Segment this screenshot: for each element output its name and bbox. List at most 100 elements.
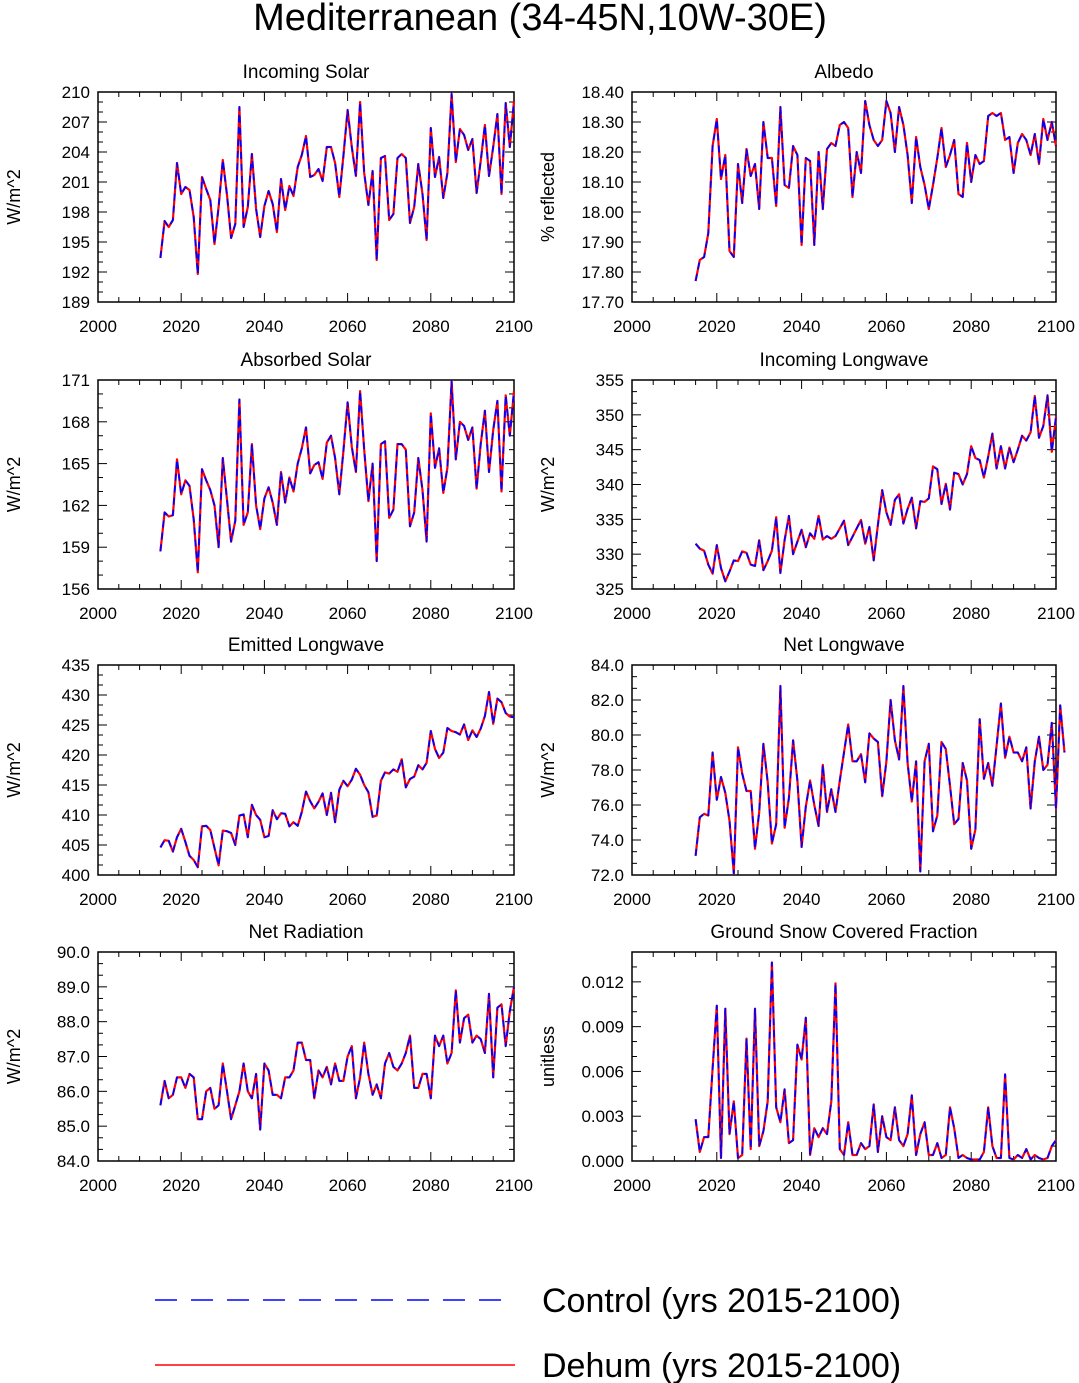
y-tick-label: 156	[62, 580, 90, 599]
y-tick-label: 0.012	[581, 973, 624, 992]
panel-incoming-solar: Incoming Solar W/m^2 2000 2020 2040 2060 2080 2…	[4, 62, 533, 336]
y-tick-label: 171	[62, 371, 90, 390]
y-tick-label: 207	[62, 113, 90, 132]
x-tick-label: 2080	[412, 1176, 450, 1195]
y-tick-label: 435	[62, 656, 90, 675]
y-tick-label: 80.0	[591, 726, 624, 745]
x-tick-label: 2040	[245, 1176, 283, 1195]
x-tick-label: 2040	[783, 317, 821, 336]
y-tick-label: 85.0	[57, 1117, 90, 1136]
y-axis-label: W/m^2	[538, 742, 558, 797]
y-tick-label: 17.70	[581, 293, 624, 312]
plot-frame	[631, 951, 1057, 1162]
y-tick-label: 0.009	[581, 1018, 624, 1037]
x-tick-label: 2060	[329, 317, 367, 336]
y-axis-label: W/m^2	[538, 457, 558, 512]
x-tick-label: 2020	[698, 890, 736, 909]
y-tick-label: 0.003	[581, 1107, 624, 1126]
plot-frame	[97, 91, 515, 303]
y-tick-label: 17.90	[581, 233, 624, 252]
x-tick-label: 2020	[162, 1176, 200, 1195]
x-tick-label: 2100	[495, 317, 533, 336]
x-tick-label: 2040	[245, 890, 283, 909]
x-tick-label: 2040	[783, 604, 821, 623]
y-tick-label: 210	[62, 83, 90, 102]
y-tick-label: 345	[596, 441, 624, 460]
y-tick-label: 168	[62, 413, 90, 432]
plot-frame	[631, 664, 1057, 876]
plot-frame	[97, 379, 515, 590]
y-tick-label: 415	[62, 776, 90, 795]
x-tick-label: 2080	[412, 890, 450, 909]
x-tick-label: 2000	[613, 890, 651, 909]
x-tick-label: 2100	[495, 1176, 533, 1195]
panel-title: Incoming Longwave	[760, 350, 929, 371]
y-tick-label: 88.0	[57, 1013, 90, 1032]
x-tick-label: 2020	[698, 317, 736, 336]
panel-albedo: Albedo % reflected 2000 2020 2040 2060 2080 210…	[538, 62, 1075, 336]
x-tick-label: 2060	[867, 890, 905, 909]
x-tick-label: 2060	[329, 1176, 367, 1195]
y-tick-label: 425	[62, 716, 90, 735]
y-tick-label: 18.40	[581, 83, 624, 102]
x-tick-label: 2100	[1037, 890, 1075, 909]
series-line-dehum	[159, 986, 516, 1131]
series-line-dehum	[159, 690, 515, 869]
y-axis-label: W/m^2	[4, 742, 24, 797]
legend: Control (yrs 2015-2100) Dehum (yrs 2015-2…	[155, 1282, 901, 1383]
x-tick-label: 2060	[329, 604, 367, 623]
y-tick-label: 74.0	[591, 831, 624, 850]
y-tick-label: 84.0	[57, 1152, 90, 1171]
y-axis-label: % reflected	[538, 152, 558, 242]
x-tick-label: 2100	[495, 890, 533, 909]
x-tick-label: 2020	[162, 317, 200, 336]
x-tick-label: 2060	[867, 1176, 905, 1195]
y-tick-label: 420	[62, 746, 90, 765]
x-tick-label: 2100	[1037, 317, 1075, 336]
y-tick-label: 18.30	[581, 113, 624, 132]
series-line-control	[159, 93, 515, 275]
y-tick-label: 89.0	[57, 978, 90, 997]
legend-label-dehum: Dehum (yrs 2015-2100)	[542, 1347, 901, 1383]
y-tick-label: 335	[596, 510, 624, 529]
x-tick-label: 2080	[952, 604, 990, 623]
series-line-control	[159, 986, 515, 1131]
series-line-control	[694, 100, 1057, 282]
y-tick-label: 350	[596, 406, 624, 425]
y-axis-label: unitless	[538, 1026, 558, 1087]
panel-title: Net Longwave	[783, 635, 904, 656]
y-tick-label: 18.10	[581, 173, 624, 192]
x-tick-label: 2100	[495, 604, 533, 623]
panel-title: Emitted Longwave	[228, 635, 384, 656]
y-tick-label: 405	[62, 836, 90, 855]
series-line-dehum	[159, 380, 516, 574]
y-tick-label: 84.0	[591, 656, 624, 675]
y-tick-label: 195	[62, 233, 90, 252]
panels: Incoming Solar W/m^2 2000 2020 2040 2060 2080 2…	[4, 62, 1075, 1195]
x-tick-label: 2060	[867, 604, 905, 623]
y-tick-label: 18.00	[581, 203, 624, 222]
x-tick-label: 2000	[613, 1176, 651, 1195]
x-tick-label: 2060	[329, 890, 367, 909]
y-axis-label: W/m^2	[4, 169, 24, 224]
y-tick-label: 82.0	[591, 691, 624, 710]
x-tick-label: 2040	[783, 1176, 821, 1195]
series-line-dehum	[694, 394, 1058, 583]
x-tick-label: 2020	[698, 604, 736, 623]
y-tick-label: 0.000	[581, 1152, 624, 1171]
y-tick-label: 410	[62, 806, 90, 825]
panel-net-radiation: Net Radiation W/m^2 2000 2020 2040 2060 2080 21…	[4, 922, 533, 1195]
y-tick-label: 76.0	[591, 796, 624, 815]
panel-ground-snow-covered-fraction: Ground Snow Covered Fraction unitless 2000…	[538, 922, 1075, 1195]
series-line-control	[694, 394, 1057, 583]
x-tick-label: 2080	[412, 317, 450, 336]
series-line-control	[694, 685, 1066, 875]
y-tick-label: 78.0	[591, 761, 624, 780]
x-tick-label: 2080	[952, 1176, 990, 1195]
series-line-dehum	[159, 92, 516, 276]
y-tick-label: 17.80	[581, 263, 624, 282]
y-tick-label: 86.0	[57, 1082, 90, 1101]
y-tick-label: 325	[596, 580, 624, 599]
y-tick-label: 400	[62, 866, 90, 885]
x-tick-label: 2000	[79, 317, 117, 336]
